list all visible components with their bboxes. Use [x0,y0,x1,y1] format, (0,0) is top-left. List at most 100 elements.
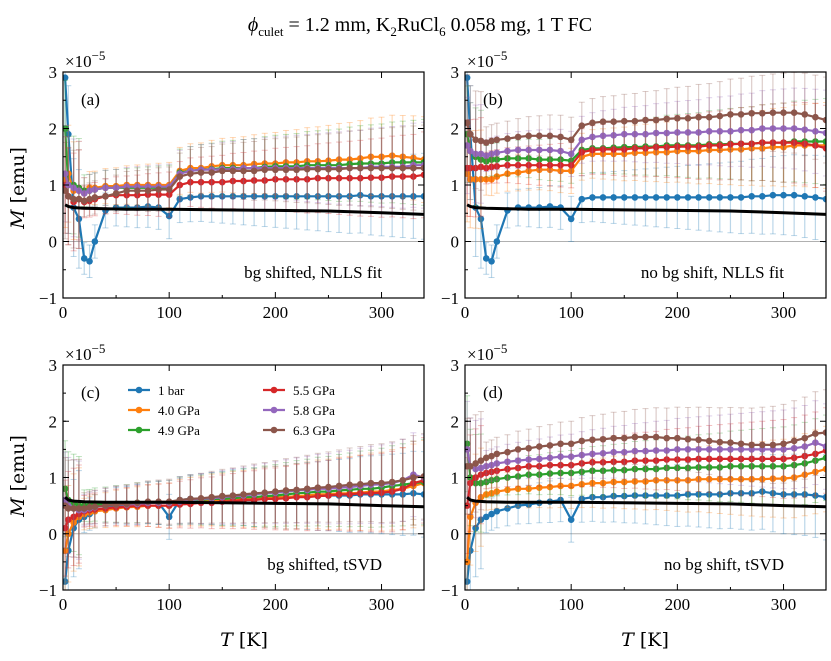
data-point [410,193,417,200]
x-tick-label: 200 [263,595,289,614]
data-point [102,502,109,509]
data-point [822,493,826,501]
data-point [748,193,755,200]
data-point [748,126,755,134]
data-point [477,150,485,158]
data-point [514,169,522,176]
legend-label: 5.5 GPa [293,383,335,398]
data-point [737,111,745,118]
data-point [589,479,596,487]
data-point [758,139,766,146]
data-point [102,184,109,192]
data-point [769,109,777,116]
data-point [684,129,692,136]
data-point [652,433,660,441]
data-point [758,109,766,117]
y-tick-label: 2 [49,120,58,139]
data-point [493,475,501,483]
data-point [737,462,745,470]
data-point [822,144,826,152]
data-point [65,505,72,512]
data-point [65,193,72,200]
data-point [737,489,745,497]
data-point [705,437,713,445]
panel-label: (b) [483,90,503,109]
x-tick-label: 300 [369,303,395,322]
data-point [620,146,628,153]
data-point [546,454,554,462]
data-point [123,187,131,194]
x-tick-label: 300 [771,303,797,322]
data-point [70,505,77,512]
data-point [748,455,755,463]
data-point [620,466,628,474]
data-point [218,193,226,200]
data-point [536,166,543,174]
data-point [70,513,77,521]
data-point [610,492,617,500]
data-point [758,475,766,483]
data-point [663,143,671,151]
data-point [388,159,396,166]
data-point [250,177,258,184]
data-point [378,174,385,181]
data-point [410,164,417,172]
data-point [504,465,511,473]
data-point [557,156,564,163]
data-point [388,193,396,200]
data-point [737,440,745,448]
data-point [504,505,511,512]
data-point [695,194,702,201]
data-point [477,516,485,523]
panel-annotation: bg shifted, NLLS fit [244,263,382,282]
data-point [378,489,385,496]
data-point [610,146,617,153]
data-point [674,456,681,463]
data-point [567,150,575,158]
data-point [557,453,564,460]
y-tick-label: −1 [441,581,459,600]
data-point [589,133,596,141]
data-point [75,187,83,194]
data-point [578,468,586,476]
data-point [578,148,586,156]
data-point [716,146,724,154]
data-point [112,184,120,192]
data-point [610,131,617,139]
data-point [525,132,533,140]
data-point [482,255,490,262]
data-point [187,178,194,186]
x-tick-label: 100 [156,303,182,322]
data-point [769,139,777,146]
data-point [91,503,99,511]
data-point [240,491,247,498]
data-point [642,492,649,499]
y-tick-label: 3 [49,356,58,375]
data-point [477,493,485,501]
data-point [674,129,681,136]
data-point [477,176,485,183]
data-point [482,478,490,486]
data-point [578,495,586,503]
data-point [780,440,787,448]
data-point [514,155,522,162]
data-point [314,193,322,200]
legend-label: 4.9 GPa [158,423,200,438]
data-point [218,167,226,175]
data-point [705,128,713,135]
data-point [705,475,713,483]
data-point [642,130,649,138]
data-point [465,74,471,81]
data-point [567,440,575,448]
data-point [399,193,407,200]
data-point [514,446,522,453]
data-point [546,146,554,154]
data-point [599,150,607,158]
data-point [801,460,809,467]
data-point [589,436,596,444]
data-point [482,164,490,172]
data-point [716,491,724,498]
background-line [466,203,826,216]
data-point [663,492,671,499]
